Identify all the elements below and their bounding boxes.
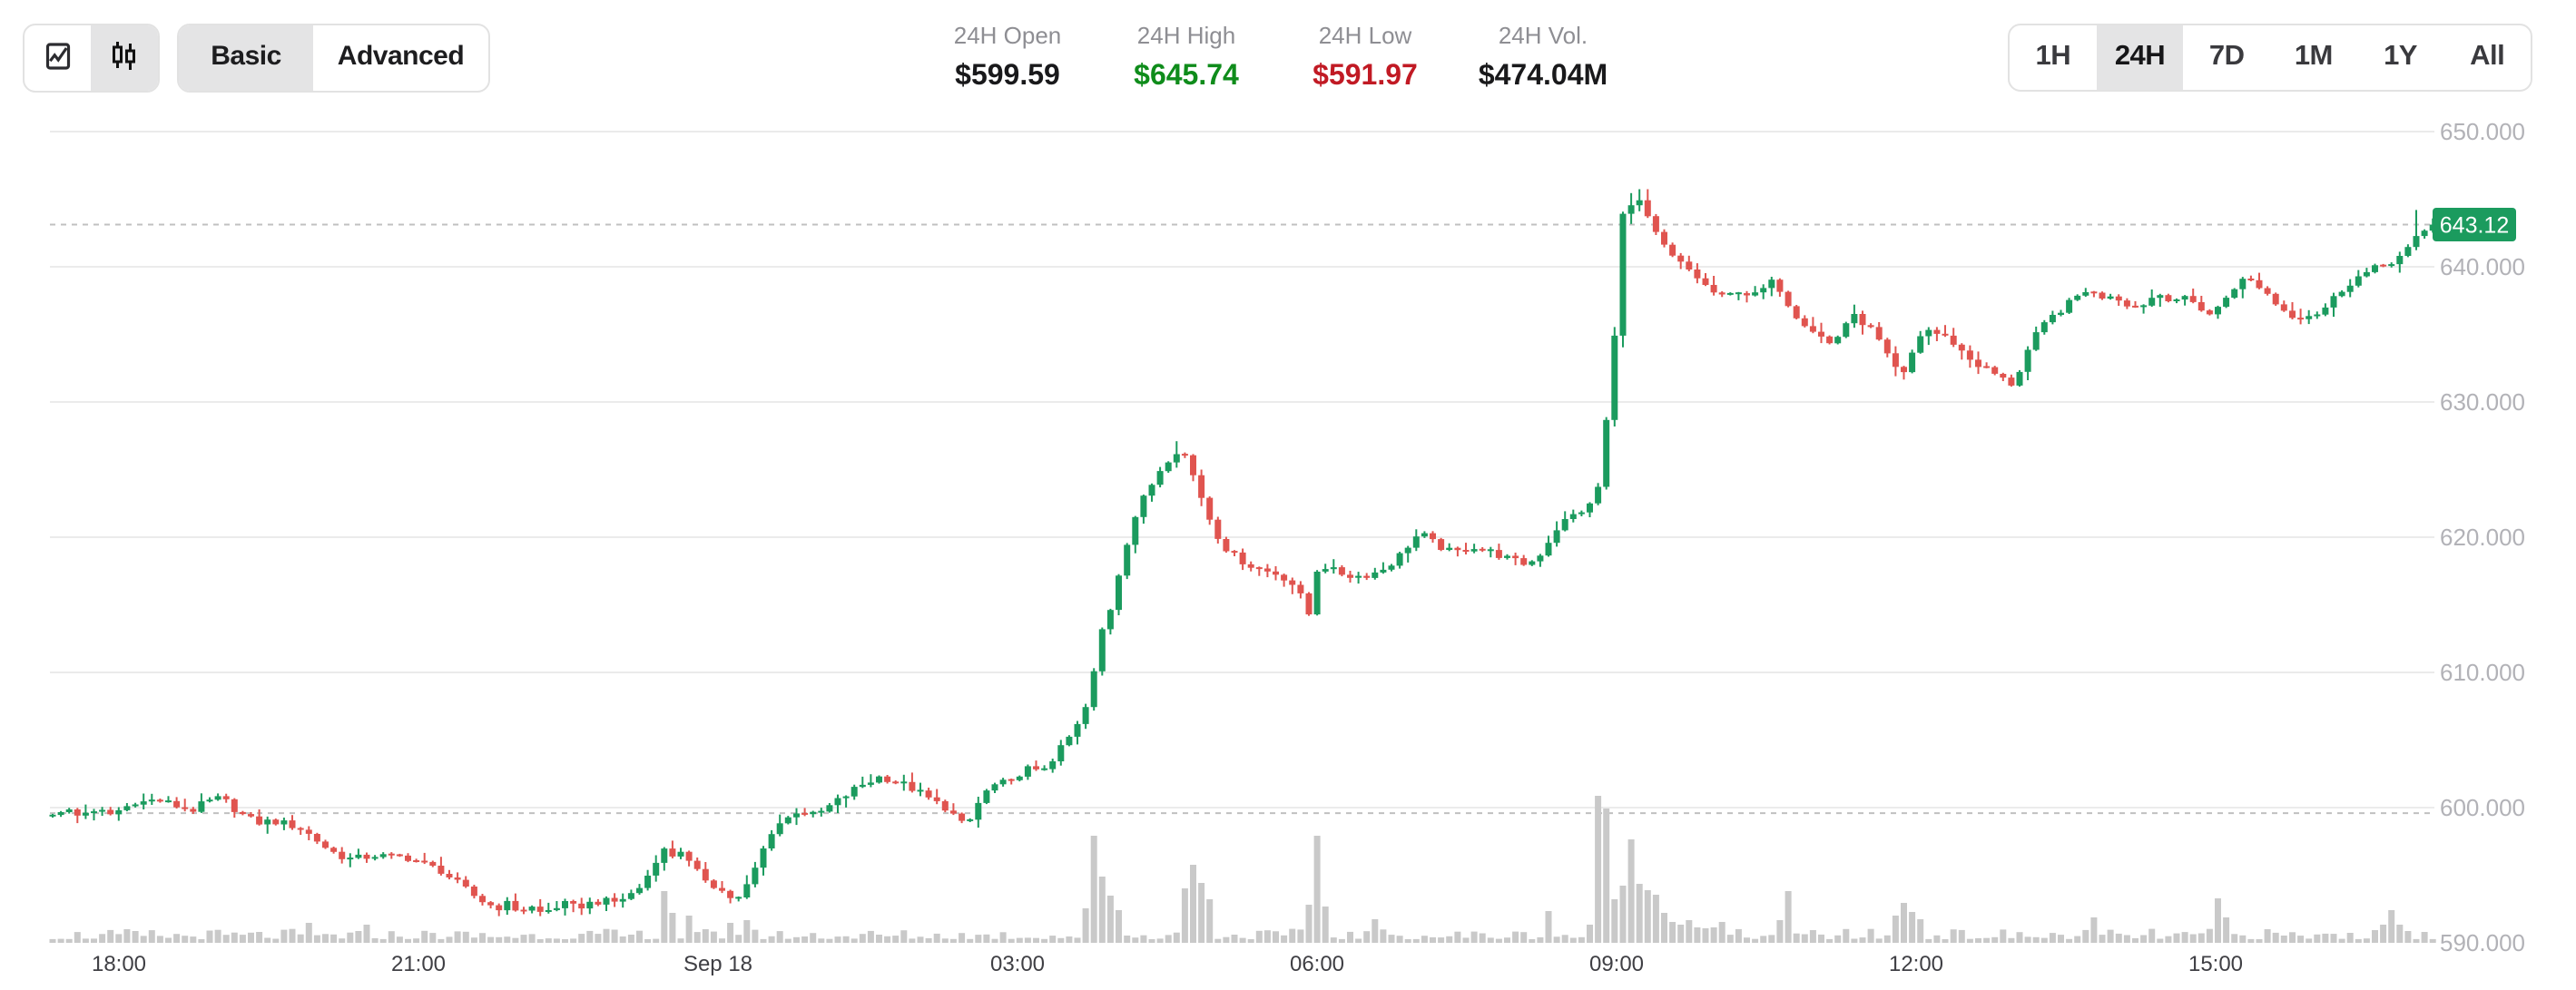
svg-text:630.000: 630.000 bbox=[2440, 388, 2525, 416]
svg-text:Sep 18: Sep 18 bbox=[683, 952, 752, 976]
svg-text:18:00: 18:00 bbox=[92, 952, 146, 976]
svg-text:15:00: 15:00 bbox=[2188, 952, 2243, 976]
svg-text:09:00: 09:00 bbox=[1589, 952, 1644, 976]
svg-text:12:00: 12:00 bbox=[1889, 952, 1943, 976]
svg-text:590.000: 590.000 bbox=[2440, 929, 2525, 956]
svg-text:03:00: 03:00 bbox=[990, 952, 1045, 976]
svg-text:06:00: 06:00 bbox=[1290, 952, 1344, 976]
svg-text:620.000: 620.000 bbox=[2440, 524, 2525, 551]
svg-text:640.000: 640.000 bbox=[2440, 253, 2525, 280]
svg-text:600.000: 600.000 bbox=[2440, 794, 2525, 821]
svg-text:650.000: 650.000 bbox=[2440, 118, 2525, 145]
svg-text:610.000: 610.000 bbox=[2440, 659, 2525, 686]
svg-text:21:00: 21:00 bbox=[391, 952, 446, 976]
svg-text:643.12: 643.12 bbox=[2440, 213, 2509, 239]
